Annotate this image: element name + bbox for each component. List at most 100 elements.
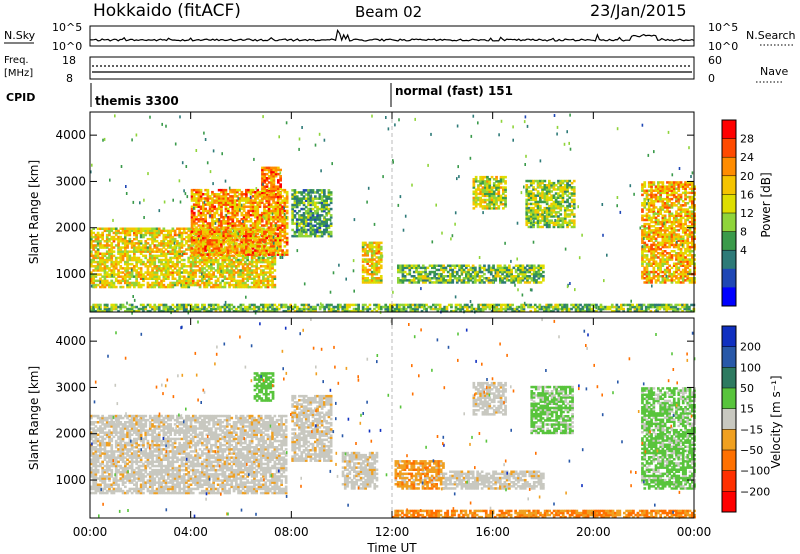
heatmap-cell — [114, 231, 118, 235]
heatmap-cell — [251, 190, 255, 194]
heatmap-cell — [408, 279, 412, 282]
heatmap-cell — [239, 262, 243, 266]
heatmap-cell — [492, 190, 496, 193]
heatmap-cell — [641, 260, 644, 263]
heatmap-cell — [489, 272, 493, 276]
heatmap-cell — [566, 213, 569, 216]
heatmap-cell — [208, 238, 212, 242]
heatmap-cell — [672, 235, 676, 238]
heatmap-cell — [228, 281, 231, 285]
heatmap-cell — [180, 275, 184, 278]
heatmap-cell — [105, 242, 109, 245]
heatmap-cell — [666, 241, 669, 245]
heatmap-cell — [139, 252, 143, 255]
heatmap-cell — [323, 195, 326, 198]
heatmap-cell — [679, 254, 683, 257]
heatmap-cell — [552, 200, 556, 204]
heatmap-cell — [213, 238, 216, 242]
heatmap-cell — [541, 192, 544, 195]
heatmap-cell — [521, 270, 525, 274]
heatmap-cell — [194, 269, 197, 272]
heatmap-cell — [641, 202, 644, 205]
heatmap-cell — [545, 206, 549, 210]
heatmap-cell — [307, 224, 310, 227]
heatmap-cell — [142, 254, 145, 258]
heatmap-cell — [510, 272, 513, 276]
heatmap-cell — [279, 201, 282, 204]
heatmap-cell — [557, 202, 560, 206]
heatmap-cell — [246, 265, 249, 268]
heatmap-cell — [657, 208, 660, 211]
heatmap-cell — [215, 195, 219, 198]
heatmap-cell — [647, 237, 651, 240]
heatmap-cell — [281, 207, 284, 211]
heatmap-cell — [117, 250, 120, 253]
heatmap-cell — [426, 277, 430, 280]
heatmap-cell — [677, 277, 681, 280]
heatmap-cell — [647, 281, 651, 284]
heatmap-cell — [117, 256, 120, 260]
heatmap-cell — [677, 181, 681, 184]
heatmap-cell — [566, 225, 569, 229]
heatmap-cell — [126, 252, 129, 255]
heatmap-cell — [235, 285, 238, 289]
heatmap-cell — [220, 240, 223, 244]
heatmap-cell — [114, 277, 118, 280]
heatmap-cell — [189, 277, 193, 280]
heatmap-cell — [361, 275, 365, 278]
heatmap-cell — [283, 230, 287, 233]
heatmap-cell — [647, 239, 651, 242]
heatmap-cell — [274, 236, 278, 240]
heatmap-cell — [247, 205, 250, 208]
heatmap-cell — [281, 195, 284, 198]
heatmap-cell — [110, 237, 114, 241]
heatmap-cell — [233, 201, 237, 204]
heatmap-cell — [274, 215, 278, 219]
heatmap-cell — [657, 245, 660, 249]
heatmap-cell — [492, 203, 496, 206]
heatmap-cell — [90, 265, 93, 268]
heatmap-cell — [119, 235, 123, 239]
heatmap-cell — [224, 209, 228, 213]
heatmap-cell — [169, 237, 172, 241]
heatmap-cell — [261, 175, 264, 178]
heatmap-cell — [162, 262, 166, 266]
heatmap-cell — [527, 194, 531, 197]
heatmap-cell — [285, 195, 289, 198]
heatmap-cell — [265, 185, 269, 188]
heatmap-cell — [204, 243, 207, 246]
heatmap-cell — [198, 260, 202, 264]
heatmap-cell — [251, 247, 255, 250]
heatmap-cell — [236, 234, 239, 238]
heatmap-cell — [208, 197, 212, 200]
heatmap-cell — [654, 279, 658, 282]
heatmap-cell — [274, 205, 278, 208]
heatmap-cell — [652, 200, 656, 203]
heatmap-cell — [160, 267, 163, 270]
heatmap-cell — [366, 258, 369, 261]
heatmap-cell — [681, 235, 685, 238]
heatmap-cell — [499, 281, 502, 284]
heatmap-cell — [539, 219, 542, 222]
heatmap-cell — [645, 235, 649, 238]
heatmap-cell — [677, 237, 681, 240]
heatmap-cell — [237, 273, 240, 276]
heatmap-cell — [528, 264, 532, 267]
heatmap-cell — [550, 202, 553, 206]
heatmap-cell — [260, 249, 264, 252]
heatmap-cell — [202, 209, 205, 213]
heatmap-cell — [173, 267, 177, 270]
heatmap-cell — [187, 271, 191, 274]
heatmap-cell — [686, 191, 690, 195]
heatmap-cell — [262, 256, 265, 260]
heatmap-cell — [650, 220, 653, 224]
heatmap-cell — [657, 189, 660, 192]
heatmap-cell — [217, 199, 221, 202]
heatmap-cell — [652, 225, 656, 228]
heatmap-cell — [191, 271, 195, 274]
heatmap-cell — [647, 275, 651, 278]
heatmap-cell — [207, 281, 211, 285]
heatmap-cell — [375, 266, 379, 270]
heatmap-cell — [440, 266, 443, 270]
heatmap-cell — [217, 232, 221, 236]
